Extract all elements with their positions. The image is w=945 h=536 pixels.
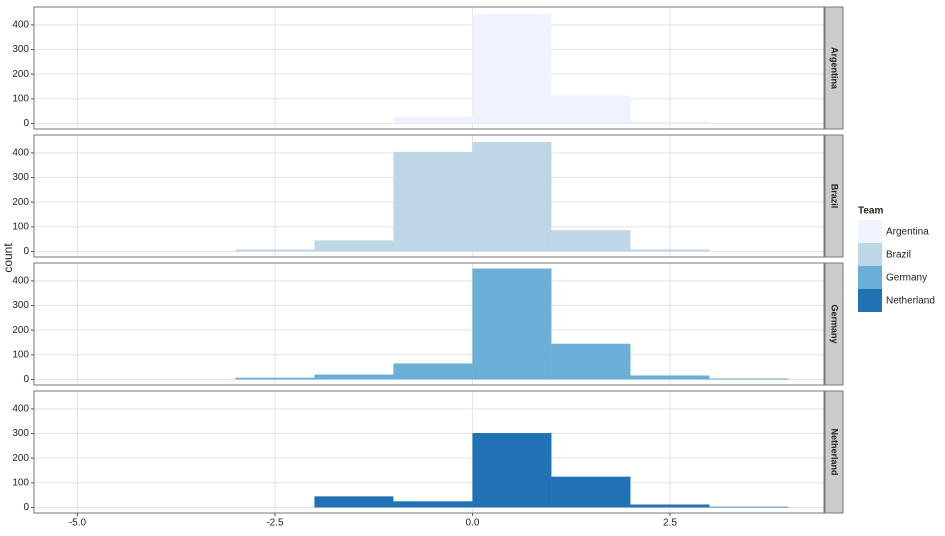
strip-label: Netherland	[830, 428, 840, 475]
panel-border	[33, 134, 825, 258]
y-tick-label: 0	[23, 118, 29, 129]
y-tick-label: 300	[12, 428, 29, 439]
bar	[472, 433, 552, 508]
bar	[314, 240, 394, 252]
bar	[235, 249, 315, 252]
strip	[824, 390, 844, 514]
legend-key	[858, 266, 882, 289]
y-tick-label: 200	[12, 325, 29, 336]
bar	[551, 230, 631, 252]
y-tick-label: 0	[23, 246, 29, 257]
y-tick-label: 100	[12, 349, 29, 360]
bar	[393, 501, 473, 508]
panel	[34, 7, 824, 129]
y-tick-label: 0	[23, 374, 29, 385]
bar	[393, 363, 473, 380]
bar	[472, 13, 552, 124]
bar	[393, 116, 473, 124]
legend-label: Brazil	[886, 250, 911, 261]
y-tick-label: 100	[12, 221, 29, 232]
y-tick-label: 100	[12, 477, 29, 488]
bar	[709, 378, 789, 380]
legend-key	[858, 289, 882, 312]
bar	[709, 506, 789, 508]
y-tick-label: 400	[12, 148, 29, 159]
y-tick-label: 300	[12, 300, 29, 311]
strip	[824, 262, 844, 386]
legend-key	[858, 243, 882, 266]
x-tick-label: -2.5	[266, 518, 284, 529]
x-tick-label: 0.0	[465, 518, 479, 529]
legend-label: Netherland	[886, 296, 935, 307]
bar	[393, 151, 473, 252]
y-tick-label: 100	[12, 93, 29, 104]
y-tick-label: 200	[12, 69, 29, 80]
y-tick-label: 200	[12, 197, 29, 208]
bar	[235, 377, 315, 380]
bar	[551, 95, 631, 124]
legend-label: Argentina	[886, 227, 929, 238]
bar	[630, 249, 710, 252]
bar	[472, 268, 552, 380]
y-tick-label: 400	[12, 276, 29, 287]
strip	[824, 6, 844, 130]
y-tick-label: 0	[23, 502, 29, 513]
legend-label: Germany	[886, 273, 927, 284]
strip-label: Argentina	[830, 47, 840, 90]
bar	[630, 121, 710, 124]
x-tick-label: 2.5	[663, 518, 677, 529]
bar	[314, 496, 394, 508]
legend-key	[858, 220, 882, 243]
bar	[314, 374, 394, 380]
bar	[551, 343, 631, 380]
y-tick-label: 400	[12, 20, 29, 31]
y-axis-label: count	[1, 243, 15, 273]
y-tick-label: 400	[12, 404, 29, 415]
y-tick-label: 300	[12, 172, 29, 183]
y-tick-label: 300	[12, 44, 29, 55]
bar	[551, 476, 631, 508]
x-tick-label: -5.0	[69, 518, 87, 529]
panel-border	[33, 262, 825, 386]
legend-title: Team	[858, 206, 883, 217]
panel-border	[33, 6, 825, 130]
panel	[34, 391, 824, 513]
strip	[824, 134, 844, 258]
bar	[630, 375, 710, 380]
strip-label: Germany	[830, 304, 840, 343]
y-tick-label: 200	[12, 453, 29, 464]
bar	[630, 504, 710, 508]
bar	[472, 142, 552, 252]
panel-border	[33, 390, 825, 514]
strip-label: Brazil	[830, 184, 840, 209]
